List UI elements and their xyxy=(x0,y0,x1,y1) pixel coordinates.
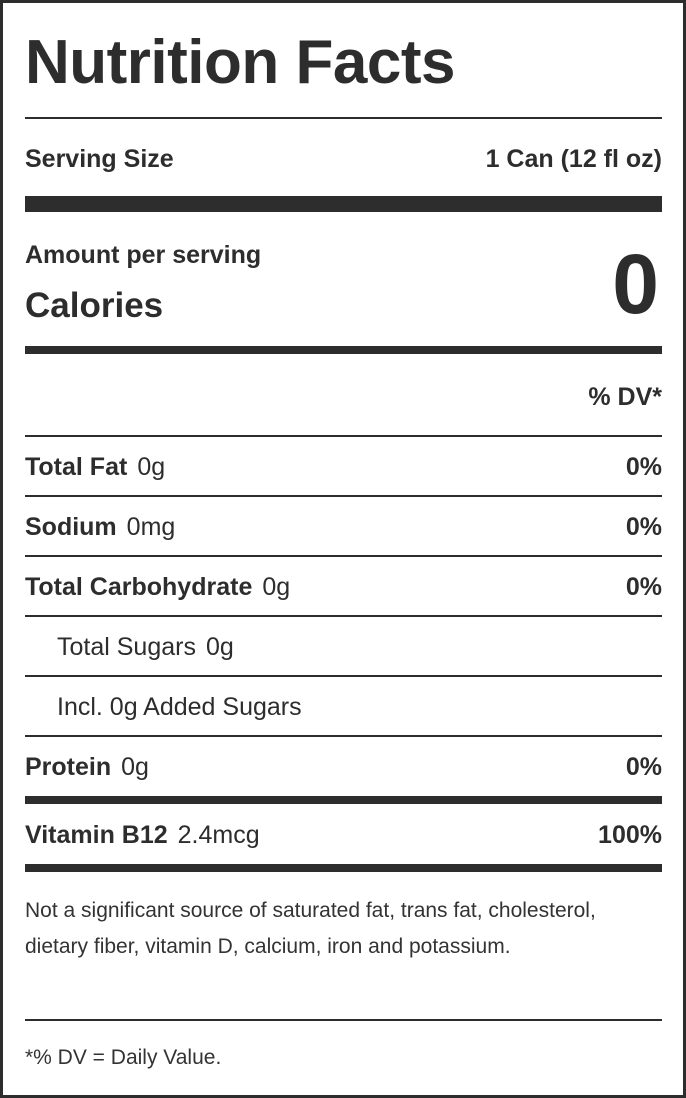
nutrient-amount: 0g xyxy=(262,572,291,601)
nutrient-row-sodium: Sodium 0mg 0% xyxy=(25,499,662,555)
divider xyxy=(25,555,662,557)
vitamin-amount: 2.4mcg xyxy=(177,820,260,849)
nutrient-row-added-sugars: Incl. 0g Added Sugars xyxy=(25,679,686,735)
vitamin-dv: 100% xyxy=(598,820,662,849)
nutrient-dv: 0% xyxy=(625,572,662,601)
nutrient-dv: 0% xyxy=(625,752,662,781)
nutrient-name: Total Fat xyxy=(25,452,128,481)
nutrient-amount: 0g xyxy=(121,752,149,781)
calories-value: 0 xyxy=(612,237,659,331)
nutrient-name: Protein xyxy=(25,752,112,781)
divider xyxy=(25,117,662,119)
divider xyxy=(25,675,662,677)
medium-divider xyxy=(25,346,662,354)
nutrient-row-total-carbohydrate: Total Carbohydrate 0g 0% xyxy=(25,559,662,615)
serving-size-row: Serving Size 1 Can (12 fl oz) xyxy=(25,131,662,187)
calories-label: Calories xyxy=(25,286,164,325)
vitamin-row-b12: Vitamin B12 2.4mcg 100% xyxy=(25,807,662,863)
divider xyxy=(25,495,662,497)
dv-header: % DV* xyxy=(588,382,662,411)
thick-divider xyxy=(25,196,662,212)
nutrient-name: Total Sugars xyxy=(57,632,196,661)
label-title: Nutrition Facts xyxy=(25,28,455,97)
divider xyxy=(25,435,662,437)
medium-divider xyxy=(25,864,662,872)
daily-value-footnote: *% DV = Daily Value. xyxy=(25,1046,222,1069)
divider xyxy=(25,1019,662,1021)
nutrient-name: Incl. 0g Added Sugars xyxy=(57,692,302,721)
nutrient-row-protein: Protein 0g 0% xyxy=(25,739,662,795)
disclaimer-text: Not a significant source of saturated fa… xyxy=(25,899,596,958)
serving-size-value: 1 Can (12 fl oz) xyxy=(485,144,662,173)
serving-size-label: Serving Size xyxy=(25,144,174,173)
amount-per-serving-label: Amount per serving xyxy=(25,241,262,269)
nutrient-row-total-sugars: Total Sugars 0g xyxy=(25,619,686,675)
divider xyxy=(25,615,662,617)
nutrient-amount: 0g xyxy=(137,452,166,481)
divider xyxy=(25,735,662,737)
nutrient-amount: 0g xyxy=(205,632,234,661)
nutrient-dv: 0% xyxy=(625,512,662,541)
nutrient-name: Total Carbohydrate xyxy=(25,572,253,601)
dv-header-row: % DV* xyxy=(25,369,662,425)
nutrient-name: Sodium xyxy=(25,512,117,541)
medium-divider xyxy=(25,796,662,804)
nutrient-dv: 0% xyxy=(625,452,662,481)
vitamin-name: Vitamin B12 xyxy=(25,820,168,849)
nutrient-amount: 0mg xyxy=(126,512,176,541)
nutrient-row-total-fat: Total Fat 0g 0% xyxy=(25,439,662,495)
